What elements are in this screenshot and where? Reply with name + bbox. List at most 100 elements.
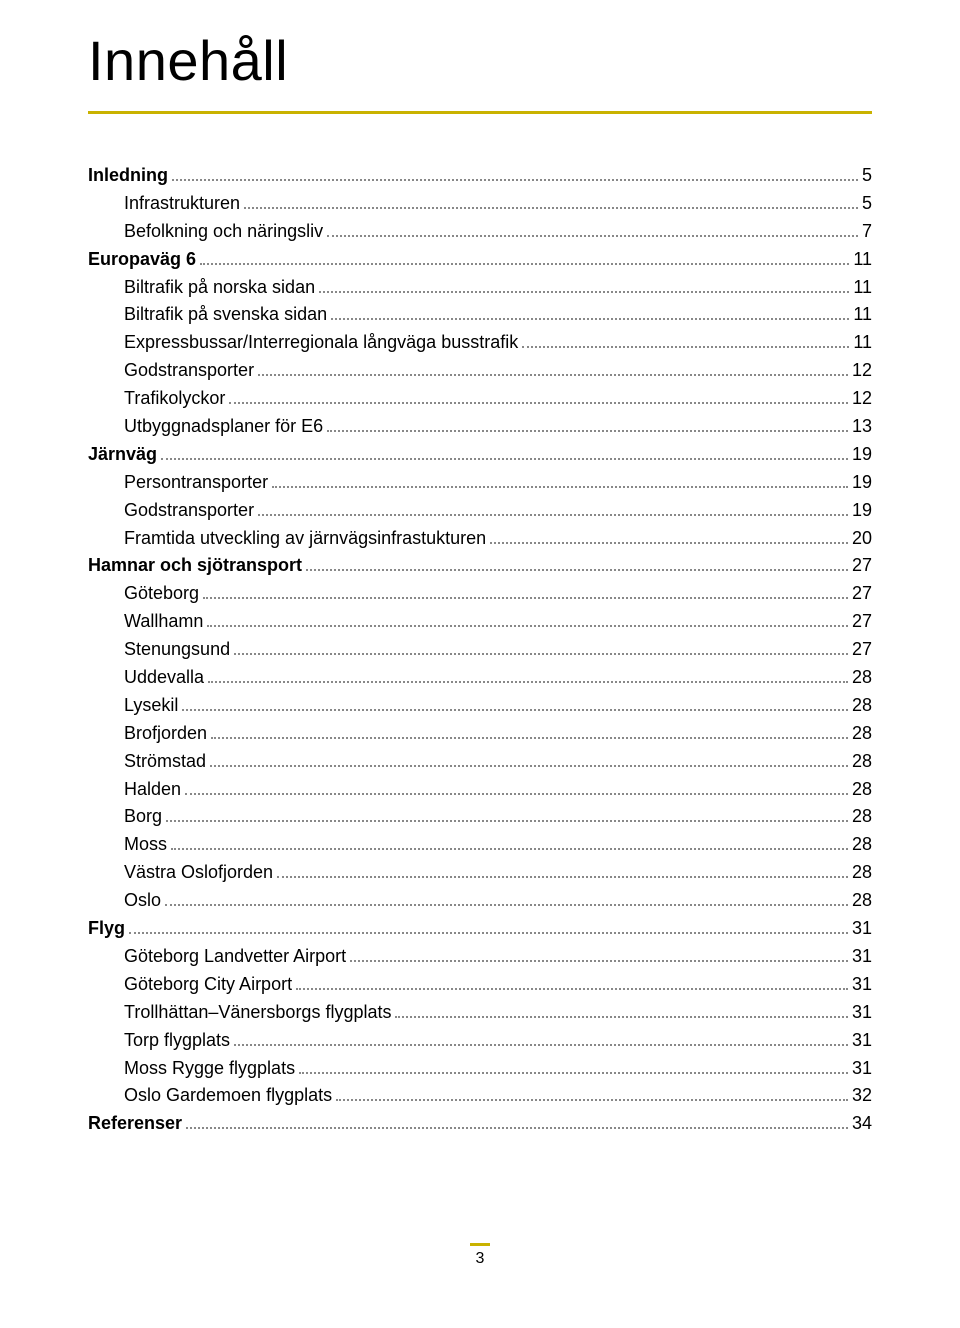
toc-entry-page: 28	[852, 776, 872, 804]
toc-entry[interactable]: Wallhamn27	[88, 608, 872, 636]
toc-entry-page: 5	[862, 162, 872, 190]
toc-entry[interactable]: Expressbussar/Interregionala långväga bu…	[88, 329, 872, 357]
toc-entry-page: 28	[852, 720, 872, 748]
toc-leader-dots	[166, 808, 848, 822]
toc-entry-label: Oslo Gardemoen flygplats	[124, 1082, 332, 1110]
toc-entry-label: Lysekil	[124, 692, 178, 720]
toc-entry-page: 28	[852, 803, 872, 831]
toc-leader-dots	[522, 334, 849, 348]
toc-entry-label: Borg	[124, 803, 162, 831]
toc-entry[interactable]: Utbyggnadsplaner för E6 13	[88, 413, 872, 441]
toc-entry-label: Järnväg	[88, 441, 157, 469]
toc-entry[interactable]: Stenungsund 27	[88, 636, 872, 664]
toc-leader-dots	[182, 697, 848, 711]
toc-entry[interactable]: Befolkning och näringsliv7	[88, 218, 872, 246]
toc-entry[interactable]: Hamnar och sjötransport 27	[88, 552, 872, 580]
toc-entry-label: Hamnar och sjötransport	[88, 552, 302, 580]
toc-leader-dots	[185, 780, 848, 794]
toc-leader-dots	[244, 195, 858, 209]
toc-entry[interactable]: Borg 28	[88, 803, 872, 831]
toc-entry-label: Persontransporter	[124, 469, 268, 497]
toc-entry[interactable]: Oslo Gardemoen flygplats 32	[88, 1082, 872, 1110]
page-container: Innehåll Inledning5Infrastrukturen5Befol…	[0, 0, 960, 1138]
toc-entry[interactable]: Europaväg 611	[88, 246, 872, 274]
toc-leader-dots	[277, 864, 848, 878]
toc-leader-dots	[234, 641, 848, 655]
toc-entry[interactable]: Godstransporter19	[88, 497, 872, 525]
toc-entry[interactable]: Trafikolyckor12	[88, 385, 872, 413]
toc-entry[interactable]: Torp flygplats31	[88, 1027, 872, 1055]
toc-entry[interactable]: Järnväg19	[88, 441, 872, 469]
toc-entry-label: Trafikolyckor	[124, 385, 225, 413]
toc-entry-page: 28	[852, 692, 872, 720]
table-of-contents: Inledning 5Infrastrukturen5Befolkning och…	[88, 162, 872, 1138]
toc-leader-dots	[296, 975, 848, 989]
toc-leader-dots	[207, 613, 848, 627]
toc-entry[interactable]: Oslo28	[88, 887, 872, 915]
toc-entry[interactable]: Persontransporter19	[88, 469, 872, 497]
toc-leader-dots	[172, 167, 858, 181]
toc-entry[interactable]: Godstransporter12	[88, 357, 872, 385]
toc-entry[interactable]: Trollhättan–Vänersborgs flygplats31	[88, 999, 872, 1027]
toc-leader-dots	[319, 278, 849, 292]
toc-entry[interactable]: Uddevalla28	[88, 664, 872, 692]
toc-leader-dots	[327, 222, 858, 236]
toc-entry-page: 27	[852, 636, 872, 664]
toc-entry-label: Utbyggnadsplaner för E6	[124, 413, 323, 441]
toc-leader-dots	[299, 1059, 848, 1073]
toc-entry-label: Europaväg 6	[88, 246, 196, 274]
toc-entry-label: Referenser	[88, 1110, 182, 1138]
toc-leader-dots	[272, 473, 848, 487]
toc-entry-label: Brofjorden	[124, 720, 207, 748]
toc-entry[interactable]: Biltrafik på norska sidan11	[88, 274, 872, 302]
toc-leader-dots	[129, 920, 848, 934]
toc-entry[interactable]: Flyg31	[88, 915, 872, 943]
toc-entry[interactable]: Göteborg27	[88, 580, 872, 608]
toc-entry-page: 20	[852, 525, 872, 553]
toc-entry[interactable]: Infrastrukturen5	[88, 190, 872, 218]
toc-entry[interactable]: Västra Oslofjorden28	[88, 859, 872, 887]
page-number: 3	[476, 1250, 485, 1267]
toc-entry[interactable]: Halden 28	[88, 776, 872, 804]
toc-entry-label: Expressbussar/Interregionala långväga bu…	[124, 329, 518, 357]
toc-entry[interactable]: Moss28	[88, 831, 872, 859]
toc-entry-page: 27	[852, 552, 872, 580]
toc-entry-page: 19	[852, 497, 872, 525]
toc-entry-label: Halden	[124, 776, 181, 804]
toc-entry-page: 34	[852, 1110, 872, 1138]
toc-entry[interactable]: Framtida utveckling av järnvägsinfrastuk…	[88, 525, 872, 553]
toc-entry-page: 32	[852, 1082, 872, 1110]
toc-leader-dots	[327, 418, 848, 432]
toc-entry-label: Biltrafik på svenska sidan	[124, 301, 327, 329]
toc-entry-label: Framtida utveckling av järnvägsinfrastuk…	[124, 525, 486, 553]
toc-leader-dots	[200, 250, 849, 264]
toc-entry-label: Göteborg Landvetter Airport	[124, 943, 346, 971]
toc-entry-label: Inledning	[88, 162, 168, 190]
toc-entry-page: 28	[852, 859, 872, 887]
toc-entry-page: 5	[862, 190, 872, 218]
toc-entry[interactable]: Moss Rygge flygplats31	[88, 1055, 872, 1083]
toc-entry[interactable]: Biltrafik på svenska sidan11	[88, 301, 872, 329]
toc-leader-dots	[165, 892, 848, 906]
toc-entry[interactable]: Referenser 34	[88, 1110, 872, 1138]
toc-entry-page: 11	[853, 329, 872, 357]
toc-entry[interactable]: Göteborg Landvetter Airport 31	[88, 943, 872, 971]
toc-entry-page: 31	[852, 1055, 872, 1083]
toc-leader-dots	[203, 585, 848, 599]
toc-entry-page: 12	[852, 357, 872, 385]
toc-entry[interactable]: Inledning 5	[88, 162, 872, 190]
toc-entry[interactable]: Göteborg City Airport31	[88, 971, 872, 999]
footer-inner: 3	[470, 1243, 490, 1268]
toc-leader-dots	[306, 557, 848, 571]
toc-entry-page: 13	[852, 413, 872, 441]
toc-entry[interactable]: Brofjorden 28	[88, 720, 872, 748]
toc-entry-label: Stenungsund	[124, 636, 230, 664]
toc-entry-page: 31	[852, 943, 872, 971]
toc-entry-label: Trollhättan–Vänersborgs flygplats	[124, 999, 391, 1027]
toc-leader-dots	[210, 752, 848, 766]
toc-leader-dots	[161, 446, 848, 460]
toc-entry-label: Moss	[124, 831, 167, 859]
toc-entry-page: 28	[852, 887, 872, 915]
toc-entry[interactable]: Lysekil 28	[88, 692, 872, 720]
toc-entry[interactable]: Strömstad28	[88, 748, 872, 776]
